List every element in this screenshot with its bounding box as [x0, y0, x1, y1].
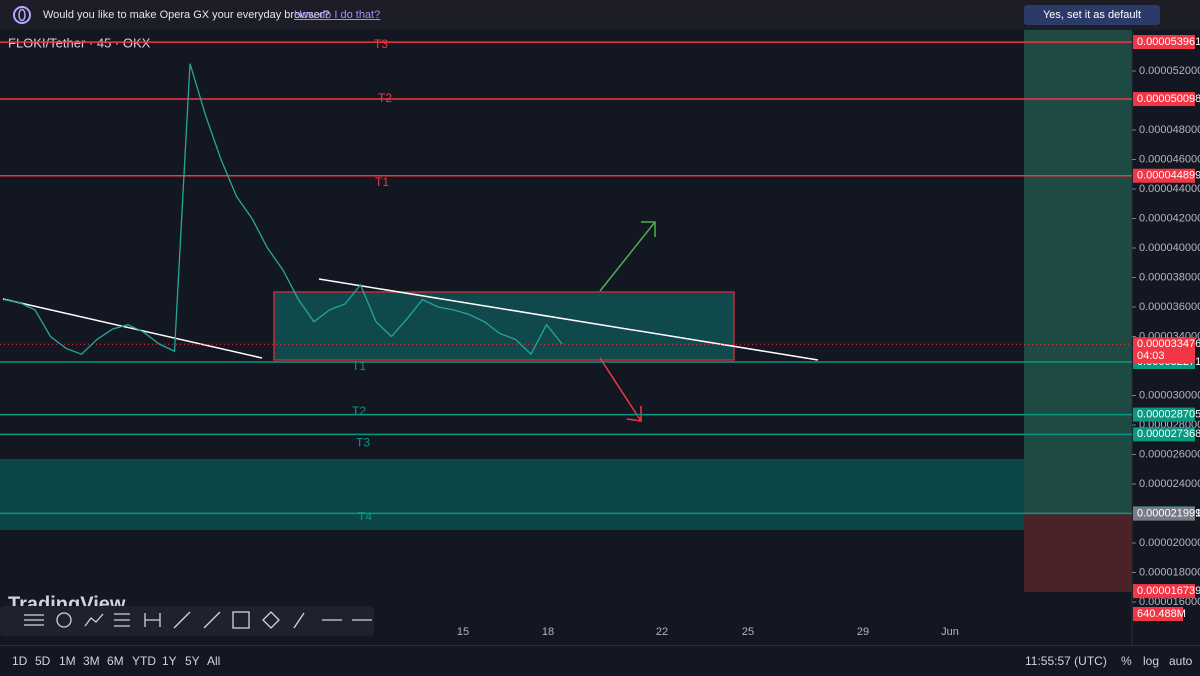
range-button[interactable]: YTD — [132, 654, 156, 668]
range-button[interactable]: 1M — [59, 654, 76, 668]
price-tick-label: 0.000016000 — [1139, 596, 1200, 608]
price-tick-label: 0.000018000 — [1139, 566, 1200, 578]
level-tag: T2 — [352, 404, 366, 418]
down-arrow — [599, 357, 642, 422]
demand-zone — [0, 459, 1024, 530]
range-button[interactable]: 5Y — [185, 654, 200, 668]
price-tick-label: 0.000042000 — [1139, 212, 1200, 224]
up-arrow — [599, 221, 656, 292]
clock: 11:55:57 (UTC) — [1025, 654, 1107, 668]
time-label: 29 — [857, 626, 869, 638]
price-tag — [1133, 35, 1195, 50]
price-tag-label: 0.000050098 — [1137, 93, 1200, 105]
profit-zone — [1024, 30, 1132, 514]
price-tag — [1133, 407, 1195, 422]
price-tag — [1133, 506, 1195, 521]
range-button[interactable]: 5D — [35, 654, 51, 668]
price-tick-label: 0.000044000 — [1139, 183, 1200, 195]
symbol-title: FLOKI/Tether · 45 · OKX — [8, 35, 151, 50]
time-label: 25 — [742, 626, 754, 638]
price-tick-label: 0.000052000 — [1139, 65, 1200, 77]
axis-option[interactable]: % — [1121, 654, 1132, 668]
range-box — [273, 291, 735, 361]
price-tag-label: 0.000044899 — [1137, 170, 1200, 182]
price-line — [3, 63, 563, 356]
banner-message: Would you like to make Opera GX your eve… — [43, 9, 330, 21]
loss-zone — [1024, 514, 1132, 592]
countdown: 04:03 — [1137, 350, 1165, 362]
opera-logo — [13, 6, 31, 24]
price-tick-label: 0.000020000 — [1139, 537, 1200, 549]
price-tag — [1133, 584, 1195, 599]
drawing-toolbar — [0, 606, 374, 636]
price-tag-label: 0.000033476 — [1137, 338, 1200, 350]
price-tag — [1133, 337, 1195, 364]
level-tag: T2 — [378, 91, 392, 105]
range-button[interactable]: 1Y — [162, 654, 177, 668]
price-tick-label: 0.000036000 — [1139, 301, 1200, 313]
price-tag-label: 0.000027368 — [1137, 428, 1200, 440]
axis-option[interactable]: log — [1143, 654, 1160, 668]
time-label: Jun — [941, 626, 959, 638]
trend-line — [318, 278, 819, 361]
bottom-bar: 1D 5D 1M 3M 6M YTD 1Y 5Y All 11:55:57 (UTC)% log au… — [0, 645, 1200, 676]
price-tag-label: 0.000053961 — [1137, 36, 1200, 48]
chart: FLOKI/Tether · 45 · OKX TradingView 0.00… — [0, 30, 1200, 645]
price-tick-label: 0.000048000 — [1139, 124, 1200, 136]
price-tag — [1133, 92, 1195, 107]
price-tick-label: 0.000038000 — [1139, 271, 1200, 283]
range-button[interactable]: All — [207, 654, 221, 668]
price-tag — [1133, 427, 1195, 442]
time-label: 22 — [656, 626, 668, 638]
default-browser-button[interactable]: Yes, set it as default browser — [1024, 5, 1160, 41]
level-tag: T1 — [375, 175, 389, 189]
level-tag: T1 — [352, 359, 366, 373]
price-tick-label: 0.000026000 — [1139, 448, 1200, 460]
range-button[interactable]: 6M — [107, 654, 124, 668]
time-label: 18 — [542, 626, 554, 638]
range-button[interactable]: 1D — [12, 654, 28, 668]
price-tag-label: 0.000028705 — [1137, 409, 1200, 421]
price-tag-label: 0.000016739 — [1137, 585, 1200, 597]
range-button[interactable]: 3M — [83, 654, 100, 668]
toolbar-icons — [24, 611, 372, 629]
volume-label: 640.488M — [1137, 608, 1186, 620]
time-label: 15 — [457, 626, 469, 638]
price-tick-label: 0.000030000 — [1139, 389, 1200, 401]
level-tag: T3 — [356, 435, 370, 449]
banner-link[interactable]: How do I do that? — [294, 9, 381, 21]
price-tag — [1133, 168, 1195, 183]
axis-option[interactable]: auto — [1169, 654, 1193, 668]
trend-line — [2, 298, 263, 359]
price-tag-label: 0.000021991 — [1137, 508, 1200, 520]
price-tick-label: 0.000024000 — [1139, 478, 1200, 490]
volume-tag — [1133, 607, 1183, 621]
price-tick-label: 0.000046000 — [1139, 153, 1200, 165]
browser-banner: Would you like to make Opera GX your eve… — [0, 0, 1200, 41]
level-tag: T4 — [358, 510, 372, 524]
level-tag: T3 — [374, 37, 388, 51]
price-tick-label: 0.000040000 — [1139, 242, 1200, 254]
